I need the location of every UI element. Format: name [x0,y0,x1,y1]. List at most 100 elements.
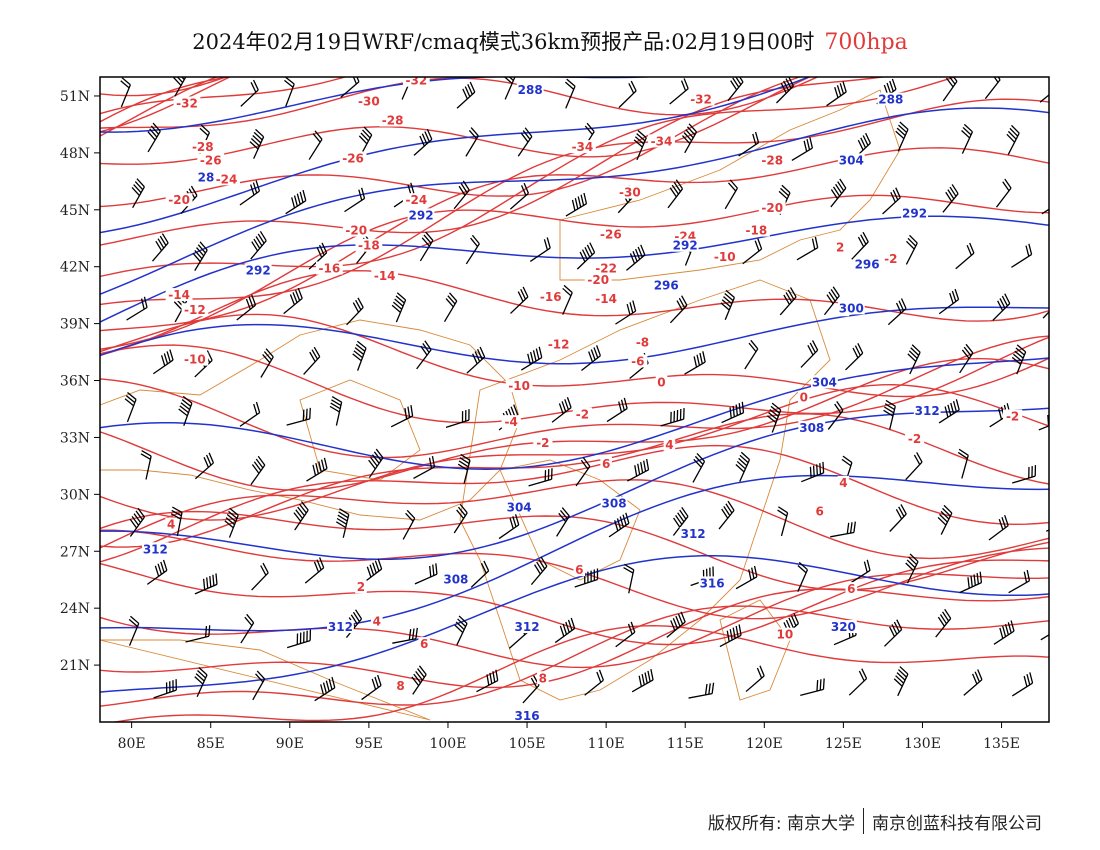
wind-barb [777,506,789,537]
boundary-line [719,599,791,701]
label-halo [687,92,715,106]
wind-barb [239,180,261,206]
map-frame [99,76,1050,723]
wind-barb [390,405,414,428]
wind-barb [895,121,909,152]
wind-barb [249,128,265,159]
contour-label: -20 [345,224,367,238]
wind-barb [530,556,548,586]
wind-barb [827,400,844,430]
label-halo [592,291,620,305]
label-halo [342,223,370,237]
footer: 版权所有: 南京大学 南京创蓝科技有限公司 [708,808,1042,834]
contour-label: -20 [761,201,783,215]
contour-label: 292 [673,239,698,253]
wind-barb [995,178,1012,208]
label-halo [798,390,810,404]
geopotential-labels: 2882882829229229229629630030430430830830… [141,83,941,722]
isotherm-line [100,444,1049,563]
contour-label: 6 [420,637,428,651]
wind-barb [796,236,819,261]
wind-barb [1041,208,1049,215]
boundary-line [299,379,421,481]
wind-barb [283,287,303,315]
wind-barb [672,507,689,536]
contour-label: 6 [602,457,610,471]
wind-barb [907,344,921,375]
lon-tick-label: 80E [118,736,146,752]
wind-barb [959,571,983,594]
wind-barb [239,401,261,427]
contour-label: -10 [508,379,530,393]
wind-barb [1011,344,1027,375]
label-halo [742,223,770,237]
contour-label: -20 [587,273,609,287]
wind-barb [465,127,479,157]
contour-label: -8 [636,335,649,349]
label-halo [513,620,541,634]
wind-barb [509,182,530,210]
wind-barb [1038,414,1049,431]
isotherm-line [100,77,232,123]
wind-barb [329,395,343,426]
height-contour-line [100,77,660,133]
wind-barb [457,453,471,484]
wind-barb [340,77,360,98]
wind-barb [346,297,364,326]
isotherm-line [100,357,1049,491]
wind-barb [1071,471,1096,486]
wind-barb [719,624,742,648]
contour-label: -12 [184,303,206,317]
wind-barb [942,184,959,213]
label-halo [339,151,367,165]
wind-barb [893,666,909,697]
contour-label: 288 [878,93,903,107]
wind-barb [454,615,468,646]
wind-barb [744,339,759,370]
height-contour-line [100,107,1049,295]
wind-barb [1006,124,1020,155]
contour-label: -34 [651,134,673,148]
contour-label: 312 [915,404,940,418]
label-halo [173,96,201,110]
label-halo [370,614,383,628]
wind-barb [1067,687,1092,702]
lon-tick-label: 90E [276,736,304,752]
wind-barb [250,230,267,260]
contour-label: 4 [373,614,381,628]
label-halo [533,436,553,450]
wind-barb [517,127,533,157]
wind-barb [131,178,145,209]
contour-label: -32 [690,93,712,107]
label-halo [572,407,593,421]
isotherm-line [100,479,1049,560]
copyright-text: 版权所有: 南京大学 [707,813,855,834]
wind-barb [684,351,706,375]
wind-barb [584,669,604,696]
wind-barb [362,558,383,584]
wind-barb [306,457,328,482]
contour-label: 292 [409,208,434,222]
contour-label: -22 [595,262,617,276]
wind-barb [905,234,918,265]
wind-barb [392,627,418,644]
wind-barb [606,397,628,423]
wind-barb [260,348,274,378]
wind-barb [830,178,847,208]
label-halo [584,272,612,286]
label-halo [355,238,383,252]
wind-barb [192,241,208,271]
wind-barb [889,504,907,532]
wind-barb [286,407,311,426]
wind-barb [574,568,599,588]
lon-tick-label: 130E [904,736,941,752]
wind-barb [554,617,576,644]
label-halo [181,303,209,317]
label-halo [513,709,541,722]
contour-label: -18 [358,239,380,253]
wind-barb [416,340,432,370]
wind-barb [128,615,140,646]
contour-label: 304 [839,153,864,167]
isotherm-line [100,529,1049,620]
contour-label: -28 [192,140,214,154]
